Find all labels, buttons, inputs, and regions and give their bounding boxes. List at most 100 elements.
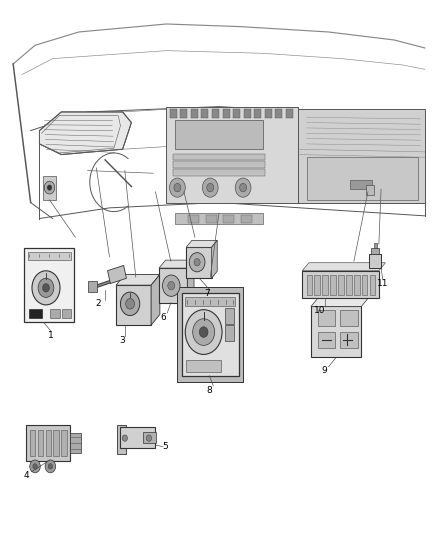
Bar	[62, 309, 71, 318]
Circle shape	[174, 183, 181, 192]
Bar	[298, 109, 425, 203]
Bar	[369, 254, 381, 268]
Bar	[225, 308, 234, 324]
Bar	[26, 425, 70, 461]
Circle shape	[207, 183, 214, 192]
Bar	[314, 275, 320, 295]
Bar	[175, 120, 263, 149]
Bar	[177, 287, 243, 382]
Bar	[170, 109, 177, 118]
Bar	[225, 325, 234, 341]
Bar	[29, 309, 42, 318]
Bar	[201, 109, 208, 118]
Polygon shape	[151, 274, 160, 325]
Bar	[180, 109, 187, 118]
Bar	[173, 169, 265, 176]
Bar	[61, 430, 67, 456]
Bar	[318, 310, 335, 326]
Polygon shape	[116, 274, 160, 285]
Bar	[311, 306, 361, 357]
Bar	[340, 310, 358, 326]
Text: 9: 9	[321, 366, 327, 375]
Bar	[38, 430, 43, 456]
Circle shape	[45, 460, 56, 473]
Circle shape	[33, 464, 37, 469]
Bar	[24, 248, 74, 322]
Bar	[108, 265, 127, 284]
Bar	[46, 430, 51, 456]
Text: 11: 11	[377, 279, 388, 288]
Circle shape	[240, 183, 247, 192]
Bar	[362, 275, 367, 295]
Text: 1: 1	[48, 332, 54, 340]
Polygon shape	[187, 260, 194, 303]
Bar	[117, 425, 126, 454]
Bar	[307, 157, 418, 200]
Circle shape	[199, 327, 208, 337]
Text: 5: 5	[162, 442, 169, 451]
Bar	[338, 275, 344, 295]
Bar	[354, 275, 360, 295]
Bar	[330, 275, 336, 295]
Bar	[191, 109, 198, 118]
Bar	[88, 281, 97, 292]
Circle shape	[48, 464, 53, 469]
Bar	[370, 275, 375, 295]
Bar	[302, 271, 379, 298]
Circle shape	[32, 271, 60, 305]
Polygon shape	[311, 297, 369, 306]
Bar	[233, 109, 240, 118]
Text: 7: 7	[204, 289, 210, 297]
Circle shape	[44, 181, 55, 194]
Bar	[188, 215, 199, 223]
Bar	[43, 176, 56, 200]
Bar	[173, 154, 265, 160]
Bar	[206, 215, 217, 223]
Bar	[159, 268, 187, 303]
Text: 6: 6	[160, 313, 166, 321]
Bar	[223, 215, 234, 223]
Polygon shape	[212, 240, 217, 278]
Bar	[374, 243, 377, 248]
Bar	[340, 332, 358, 348]
Bar	[143, 432, 156, 443]
Circle shape	[120, 292, 140, 316]
Bar	[53, 430, 59, 456]
Polygon shape	[159, 260, 194, 268]
Polygon shape	[186, 240, 217, 247]
Bar	[30, 430, 35, 456]
Bar	[275, 109, 282, 118]
Circle shape	[126, 298, 134, 309]
Bar	[244, 109, 251, 118]
Text: 3: 3	[119, 336, 125, 344]
Circle shape	[122, 435, 127, 441]
Bar	[28, 252, 71, 260]
Text: 2: 2	[96, 300, 101, 308]
Bar	[50, 309, 60, 318]
Circle shape	[235, 178, 251, 197]
Circle shape	[194, 259, 200, 266]
Bar	[116, 285, 151, 325]
Bar	[182, 293, 239, 376]
Text: 8: 8	[206, 386, 212, 394]
Circle shape	[38, 278, 54, 297]
Circle shape	[202, 178, 218, 197]
Bar	[307, 275, 312, 295]
Bar	[185, 297, 235, 306]
Bar	[120, 427, 155, 448]
Bar	[366, 185, 374, 195]
Bar	[223, 109, 230, 118]
Bar	[186, 360, 221, 372]
Bar	[346, 275, 352, 295]
Bar	[173, 161, 265, 168]
Bar	[318, 332, 335, 348]
Circle shape	[30, 460, 40, 473]
Text: 4: 4	[24, 471, 29, 480]
Bar	[371, 248, 379, 254]
Circle shape	[168, 281, 175, 290]
Text: 10: 10	[314, 306, 325, 314]
Bar	[265, 109, 272, 118]
Bar	[166, 107, 298, 203]
Circle shape	[47, 185, 52, 190]
Circle shape	[162, 275, 180, 296]
